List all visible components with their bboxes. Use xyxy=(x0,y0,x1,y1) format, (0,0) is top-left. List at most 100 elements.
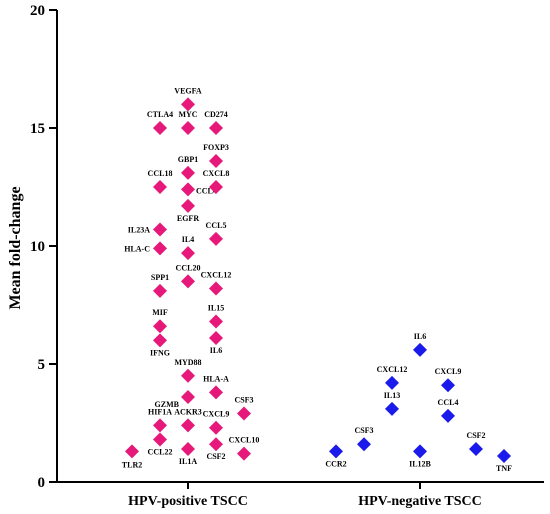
point-label: CSF2 xyxy=(466,431,485,440)
data-point: CXCL9 xyxy=(203,410,230,435)
point-label: CSF2 xyxy=(206,452,225,461)
point-label: CCL4 xyxy=(438,398,459,407)
data-point: GZMB xyxy=(155,390,195,409)
point-label: CTLA4 xyxy=(147,110,173,119)
data-point: CXCL10 xyxy=(229,436,259,461)
point-label: CXCL9 xyxy=(203,410,230,419)
data-point: IFNG xyxy=(150,333,170,357)
point-marker xyxy=(153,222,167,237)
data-point: ACKR3 xyxy=(174,407,202,433)
point-label: HLA-C xyxy=(124,244,150,253)
data-points: VEGFA CTLA4 MYC CD274 GBP1 FOXP3 CCL18 CCL4 CXCL… xyxy=(122,86,512,473)
data-point: GBP1 xyxy=(178,155,198,180)
data-point: CCL22 xyxy=(148,432,172,457)
point-label: ACKR3 xyxy=(174,407,202,416)
data-point: VEGFA xyxy=(174,86,202,112)
data-point: TLR2 xyxy=(122,444,142,469)
point-marker xyxy=(385,375,399,390)
point-marker xyxy=(181,368,195,383)
point-marker xyxy=(181,418,195,433)
data-point: CCL18 xyxy=(148,169,173,194)
point-marker xyxy=(153,319,167,334)
point-marker xyxy=(441,378,455,393)
point-label: MYC xyxy=(178,110,197,119)
data-point: MYC xyxy=(178,110,198,135)
y-tick-label: 10 xyxy=(30,239,45,255)
point-marker xyxy=(413,444,427,459)
point-marker xyxy=(209,281,223,296)
data-point: MYD88 xyxy=(174,358,202,383)
data-point: CXCL12 xyxy=(201,270,232,296)
point-label: IL12B xyxy=(409,459,431,468)
point-label: MYD88 xyxy=(174,358,201,367)
point-label: IL13 xyxy=(384,391,400,400)
point-marker xyxy=(181,274,195,289)
data-point: HIF1A xyxy=(148,407,172,433)
data-point: CSF2 xyxy=(466,431,486,456)
point-marker xyxy=(181,121,195,135)
data-point: IL4 xyxy=(181,235,195,261)
point-label: EGFR xyxy=(177,214,199,223)
point-marker xyxy=(209,180,223,194)
point-marker xyxy=(209,121,223,135)
axes: 0 5 10 15 20 HPV-positive TSCC HPV-negative TS… xyxy=(30,3,544,509)
y-axis-label: Mean fold-change xyxy=(7,186,24,309)
point-label: CCL5 xyxy=(206,221,227,230)
point-label: GZMB xyxy=(155,400,180,409)
point-marker xyxy=(209,385,223,400)
point-label: CSF3 xyxy=(234,396,253,405)
point-marker xyxy=(497,449,511,464)
x-category-label: HPV-negative TSCC xyxy=(358,494,482,509)
point-marker xyxy=(153,180,167,194)
point-marker xyxy=(357,437,371,452)
point-label: CSF3 xyxy=(354,426,373,435)
point-label: IL6 xyxy=(414,332,426,341)
data-point: MIF xyxy=(152,308,168,334)
point-label: IL15 xyxy=(208,304,224,313)
data-point: IL6 xyxy=(209,331,223,355)
point-marker xyxy=(209,420,223,435)
data-point: FOXP3 xyxy=(203,143,229,169)
point-label: TNF xyxy=(496,464,512,473)
point-marker xyxy=(237,406,251,421)
point-marker xyxy=(181,182,195,197)
point-marker xyxy=(237,446,251,461)
point-marker xyxy=(153,432,167,447)
data-point: CXCL8 xyxy=(203,169,229,194)
point-marker xyxy=(385,401,399,416)
point-label: IL4 xyxy=(182,235,194,244)
point-label: CCL18 xyxy=(148,169,173,178)
point-marker xyxy=(153,241,167,256)
x-category-label: HPV-positive TSCC xyxy=(128,494,248,509)
point-label: CCL4 xyxy=(196,186,217,195)
data-point: CCL4 xyxy=(181,182,217,197)
point-marker xyxy=(209,154,223,169)
data-point: CXCL9 xyxy=(435,367,462,393)
point-label: CXCL12 xyxy=(201,270,232,279)
data-point: TNF xyxy=(496,449,512,473)
point-label: IL23A xyxy=(128,225,150,234)
point-marker xyxy=(153,333,167,348)
data-point: CXCL12 xyxy=(377,365,407,390)
point-label: IL6 xyxy=(210,346,222,355)
data-point: IL12B xyxy=(409,444,432,468)
data-point: IL6 xyxy=(413,332,427,357)
point-marker xyxy=(125,444,139,459)
data-point: CCL20 xyxy=(176,263,200,289)
data-point: CTLA4 xyxy=(147,110,173,135)
point-marker xyxy=(209,314,223,329)
point-marker xyxy=(153,121,167,135)
y-tick-label: 5 xyxy=(38,357,46,373)
point-marker xyxy=(181,97,195,112)
data-point: IL1A xyxy=(179,441,197,466)
point-marker xyxy=(181,441,195,456)
data-point: IL15 xyxy=(208,304,224,329)
data-point: EGFR xyxy=(177,198,199,223)
point-label: CXCL9 xyxy=(435,367,462,376)
point-marker xyxy=(209,331,223,346)
point-marker xyxy=(209,231,223,246)
point-label: CCR2 xyxy=(325,459,346,468)
point-marker xyxy=(181,390,195,405)
point-marker xyxy=(153,283,167,298)
